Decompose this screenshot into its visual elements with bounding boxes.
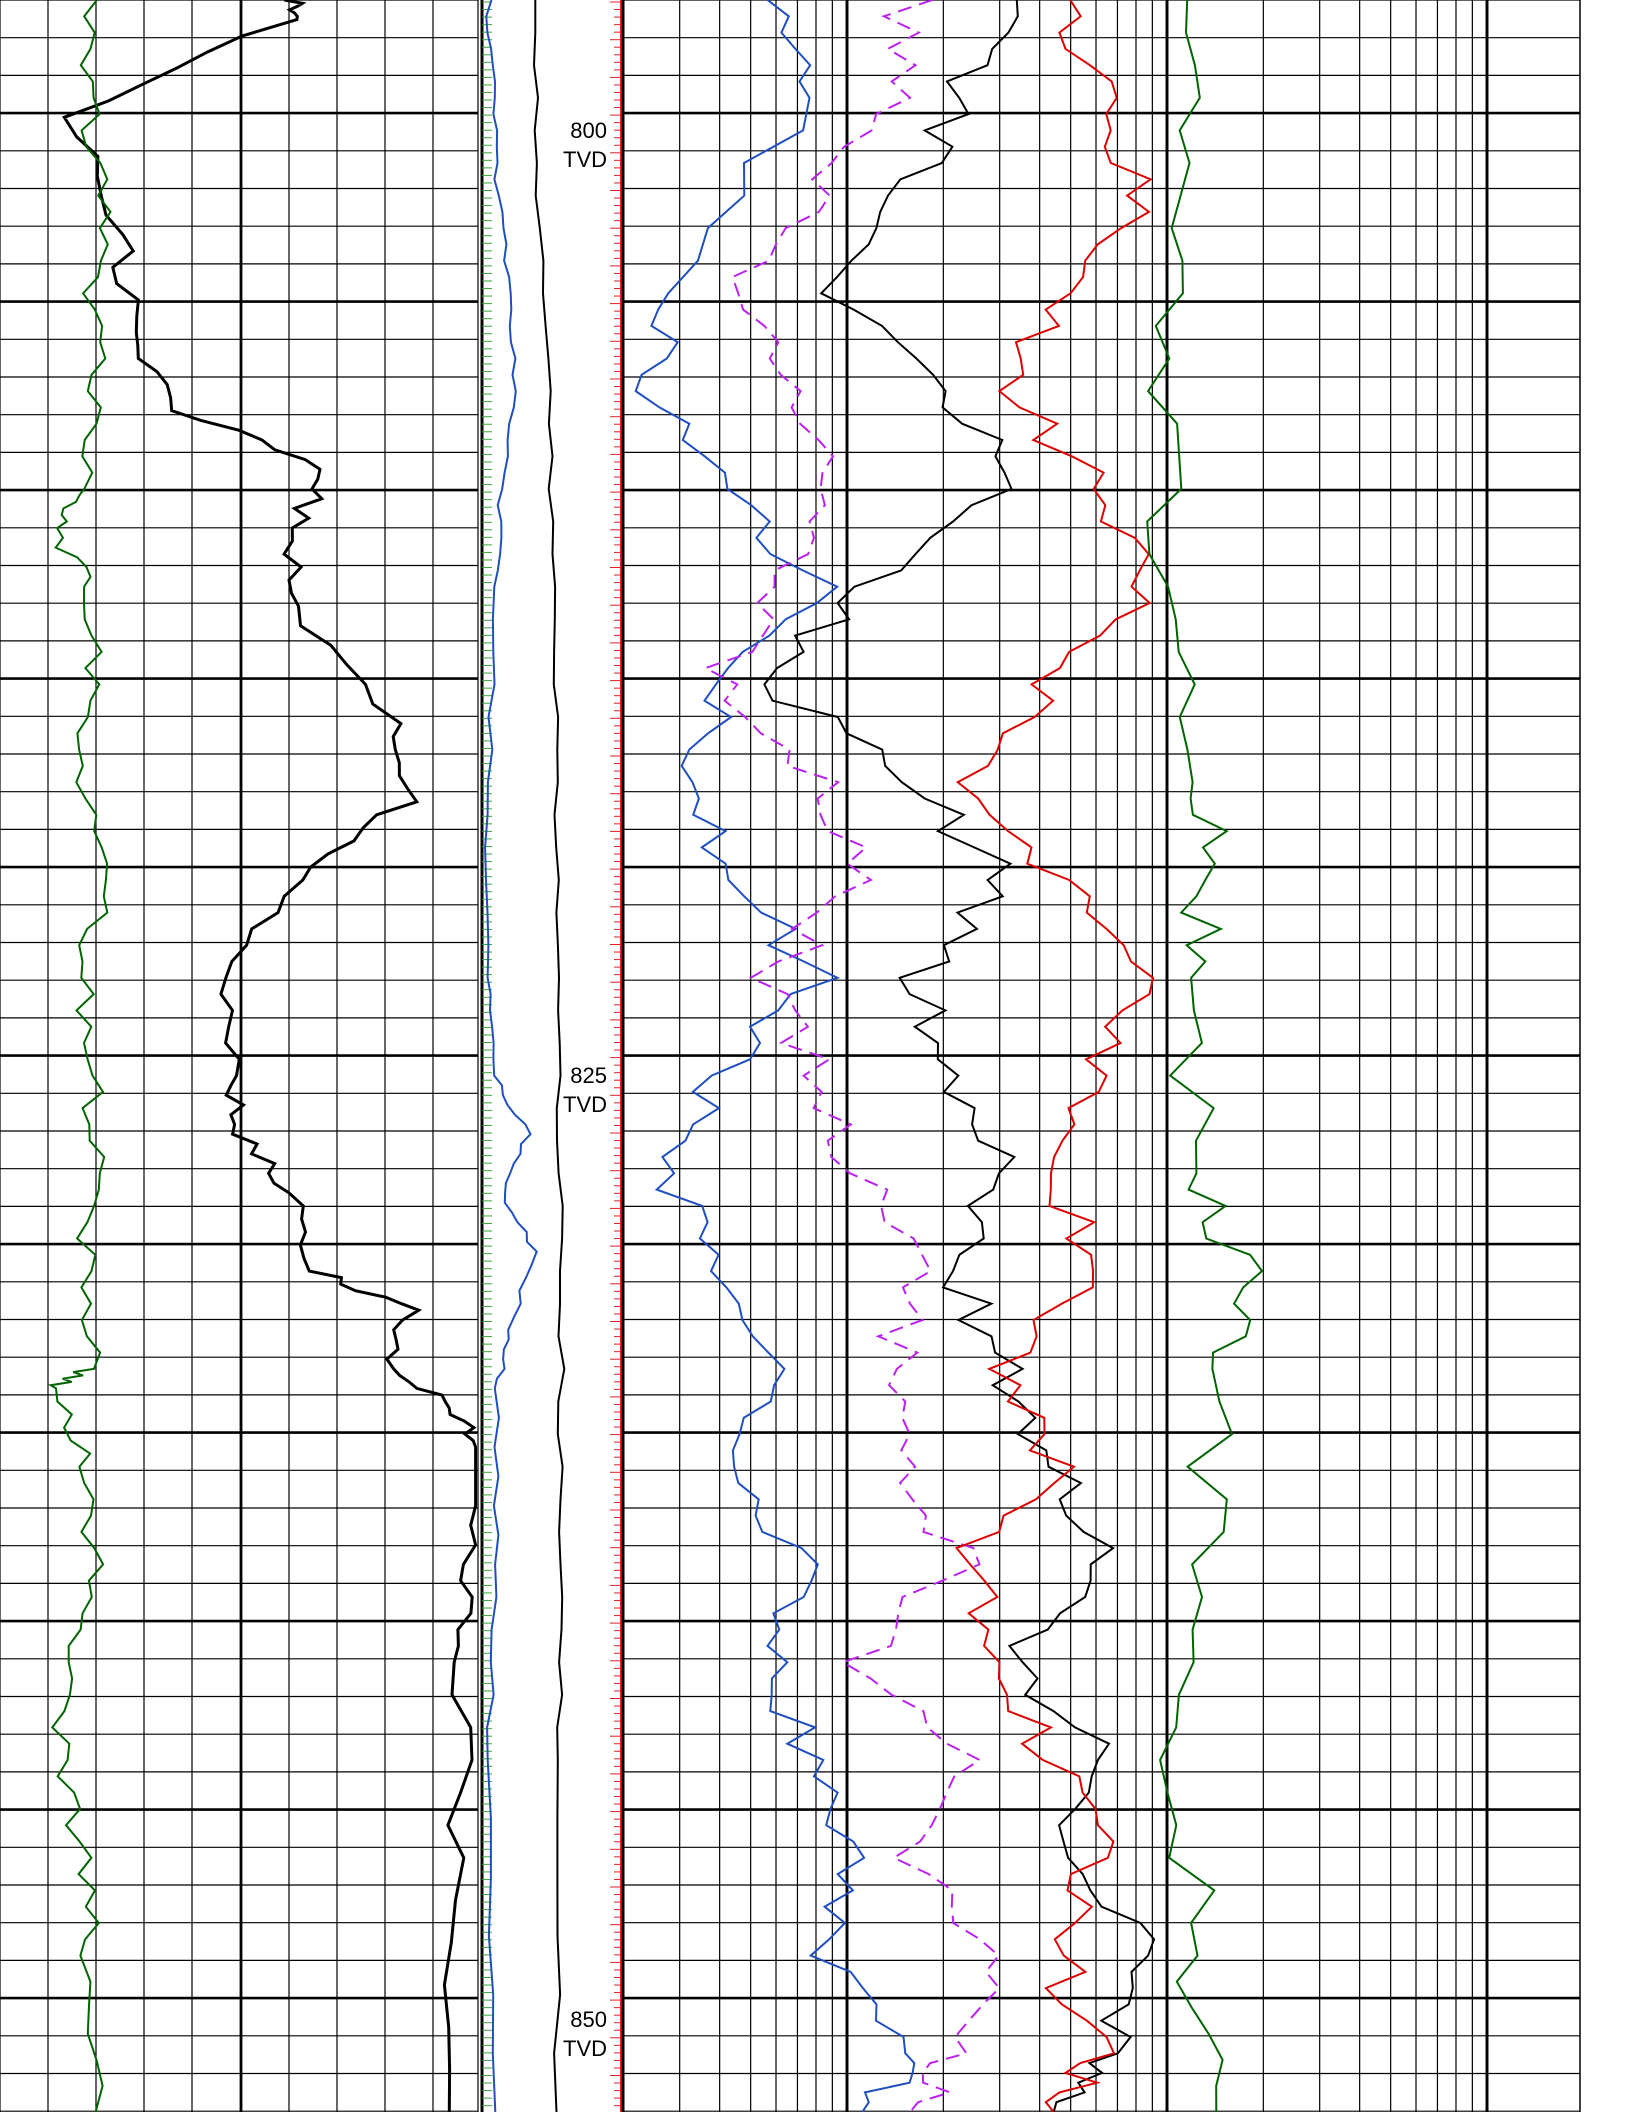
curve-middle-1 — [532, 0, 566, 2112]
depth-labels: 800 TVD 825 TVD 850 TVD — [563, 118, 607, 2061]
curve-right-1 — [702, 0, 1001, 2112]
curve-left-0 — [62, 0, 478, 2112]
depth-unit-label: TVD — [563, 1092, 607, 1117]
depth-value-label: 850 — [570, 2007, 607, 2032]
curve-right-4 — [1146, 0, 1264, 2112]
curve-right-0 — [634, 0, 916, 2112]
depth-value-label: 800 — [570, 118, 607, 143]
curve-right-2 — [763, 0, 1156, 2112]
curve-middle-0 — [484, 0, 538, 2112]
curve-right-3 — [954, 0, 1155, 2112]
curve-left-1 — [47, 0, 112, 2112]
depth-unit-label: TVD — [563, 147, 607, 172]
curves — [47, 0, 1264, 2112]
depth-value-label: 825 — [570, 1063, 607, 1088]
depth-unit-label: TVD — [563, 2036, 607, 2061]
